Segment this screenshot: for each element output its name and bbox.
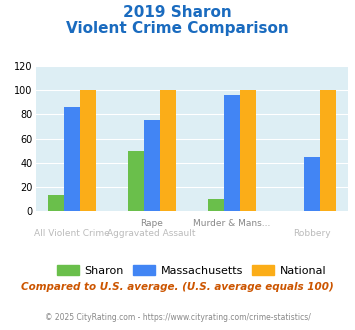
- Text: Murder & Mans...: Murder & Mans...: [193, 219, 271, 228]
- Text: Violent Crime Comparison: Violent Crime Comparison: [66, 21, 289, 36]
- Bar: [224, 95, 240, 211]
- Bar: [208, 199, 224, 211]
- Text: 2019 Sharon: 2019 Sharon: [123, 5, 232, 20]
- Bar: [80, 90, 95, 211]
- Bar: [320, 90, 336, 211]
- Bar: [160, 90, 176, 211]
- Bar: [127, 151, 144, 211]
- Bar: [144, 120, 160, 211]
- Bar: [240, 90, 256, 211]
- Bar: [64, 107, 80, 211]
- Text: Compared to U.S. average. (U.S. average equals 100): Compared to U.S. average. (U.S. average …: [21, 282, 334, 292]
- Text: Robbery: Robbery: [293, 229, 331, 238]
- Text: Rape: Rape: [140, 219, 163, 228]
- Legend: Sharon, Massachusetts, National: Sharon, Massachusetts, National: [53, 260, 331, 280]
- Bar: [304, 157, 320, 211]
- Text: All Violent Crime: All Violent Crime: [34, 229, 109, 238]
- Text: © 2025 CityRating.com - https://www.cityrating.com/crime-statistics/: © 2025 CityRating.com - https://www.city…: [45, 314, 310, 322]
- Text: Aggravated Assault: Aggravated Assault: [108, 229, 196, 238]
- Bar: [48, 195, 64, 211]
